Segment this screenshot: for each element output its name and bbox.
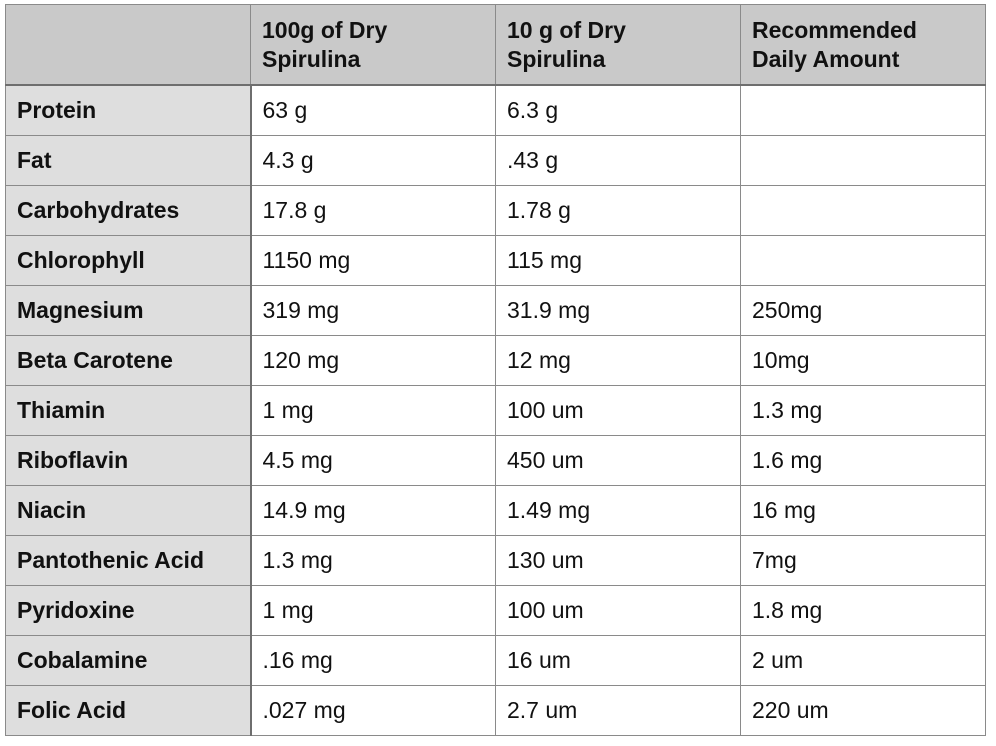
- value-100g-cell: 63 g: [250, 84, 496, 136]
- nutrition-table: 100g of Dry Spirulina 10 g of Dry Spirulin…: [5, 4, 986, 736]
- value-100g-cell: 319 mg: [250, 284, 496, 336]
- header-row: 100g of Dry Spirulina 10 g of Dry Spirulin…: [5, 4, 986, 86]
- nutrient-name-cell: Chlorophyll: [5, 234, 252, 286]
- daily-amount-cell: 16 mg: [740, 484, 986, 536]
- nutrient-name-cell: Riboflavin: [5, 434, 252, 486]
- table-row: Carbohydrates 17.8 g 1.78 g: [5, 184, 986, 236]
- table-row: Pyridoxine 1 mg 100 um 1.8 mg: [5, 584, 986, 636]
- nutrient-name-cell: Magnesium: [5, 284, 252, 336]
- table-row: Riboflavin 4.5 mg 450 um 1.6 mg: [5, 434, 986, 486]
- nutrient-name-cell: Carbohydrates: [5, 184, 252, 236]
- value-10g-cell: 1.49 mg: [495, 484, 741, 536]
- table-row: Pantothenic Acid 1.3 mg 130 um 7mg: [5, 534, 986, 586]
- table-row: Chlorophyll 1150 mg 115 mg: [5, 234, 986, 286]
- daily-amount-cell: 7mg: [740, 534, 986, 586]
- table-body: Protein 63 g 6.3 g Fat 4.3 g .43 g Carbohydrat…: [5, 84, 986, 736]
- value-10g-cell: 115 mg: [495, 234, 741, 286]
- daily-amount-cell: [740, 84, 986, 136]
- daily-amount-cell: [740, 184, 986, 236]
- value-100g-cell: 17.8 g: [250, 184, 496, 236]
- daily-amount-cell: 2 um: [740, 634, 986, 686]
- table-row: Protein 63 g 6.3 g: [5, 84, 986, 136]
- table-row: Magnesium 319 mg 31.9 mg 250mg: [5, 284, 986, 336]
- value-10g-cell: 31.9 mg: [495, 284, 741, 336]
- value-100g-cell: .16 mg: [250, 634, 496, 686]
- nutrient-name-cell: Beta Carotene: [5, 334, 252, 386]
- table-row: Beta Carotene 120 mg 12 mg 10mg: [5, 334, 986, 386]
- value-10g-cell: 450 um: [495, 434, 741, 486]
- value-100g-cell: 1150 mg: [250, 234, 496, 286]
- value-100g-cell: 120 mg: [250, 334, 496, 386]
- daily-amount-cell: [740, 234, 986, 286]
- nutrient-name-cell: Thiamin: [5, 384, 252, 436]
- nutrient-name-cell: Cobalamine: [5, 634, 252, 686]
- daily-amount-cell: 220 um: [740, 684, 986, 736]
- value-100g-cell: .027 mg: [250, 684, 496, 736]
- value-100g-cell: 1 mg: [250, 584, 496, 636]
- daily-amount-cell: 1.8 mg: [740, 584, 986, 636]
- table-header: 100g of Dry Spirulina 10 g of Dry Spirulin…: [5, 4, 986, 86]
- nutrient-name-cell: Fat: [5, 134, 252, 186]
- nutrient-name-cell: Protein: [5, 84, 252, 136]
- table-row: Folic Acid .027 mg 2.7 um 220 um: [5, 684, 986, 736]
- value-10g-cell: 100 um: [495, 384, 741, 436]
- nutrient-name-cell: Folic Acid: [5, 684, 252, 736]
- nutrient-name-cell: Pyridoxine: [5, 584, 252, 636]
- value-100g-cell: 1.3 mg: [250, 534, 496, 586]
- table-row: Niacin 14.9 mg 1.49 mg 16 mg: [5, 484, 986, 536]
- header-corner-cell: [5, 4, 251, 86]
- value-10g-cell: 1.78 g: [495, 184, 741, 236]
- table-row: Thiamin 1 mg 100 um 1.3 mg: [5, 384, 986, 436]
- table-row: Fat 4.3 g .43 g: [5, 134, 986, 186]
- nutrition-table-container: 100g of Dry Spirulina 10 g of Dry Spirulin…: [5, 4, 986, 736]
- value-100g-cell: 14.9 mg: [250, 484, 496, 536]
- value-10g-cell: 12 mg: [495, 334, 741, 386]
- daily-amount-cell: 1.3 mg: [740, 384, 986, 436]
- header-100g: 100g of Dry Spirulina: [250, 4, 496, 86]
- value-10g-cell: .43 g: [495, 134, 741, 186]
- value-100g-cell: 1 mg: [250, 384, 496, 436]
- table-row: Cobalamine .16 mg 16 um 2 um: [5, 634, 986, 686]
- header-10g: 10 g of Dry Spirulina: [495, 4, 741, 86]
- nutrient-name-cell: Pantothenic Acid: [5, 534, 252, 586]
- value-100g-cell: 4.3 g: [250, 134, 496, 186]
- daily-amount-cell: 10mg: [740, 334, 986, 386]
- daily-amount-cell: 250mg: [740, 284, 986, 336]
- daily-amount-cell: 1.6 mg: [740, 434, 986, 486]
- value-10g-cell: 130 um: [495, 534, 741, 586]
- value-10g-cell: 16 um: [495, 634, 741, 686]
- nutrient-name-cell: Niacin: [5, 484, 252, 536]
- value-10g-cell: 100 um: [495, 584, 741, 636]
- value-10g-cell: 6.3 g: [495, 84, 741, 136]
- header-daily-amount: Recommended Daily Amount: [740, 4, 986, 86]
- value-10g-cell: 2.7 um: [495, 684, 741, 736]
- daily-amount-cell: [740, 134, 986, 186]
- value-100g-cell: 4.5 mg: [250, 434, 496, 486]
